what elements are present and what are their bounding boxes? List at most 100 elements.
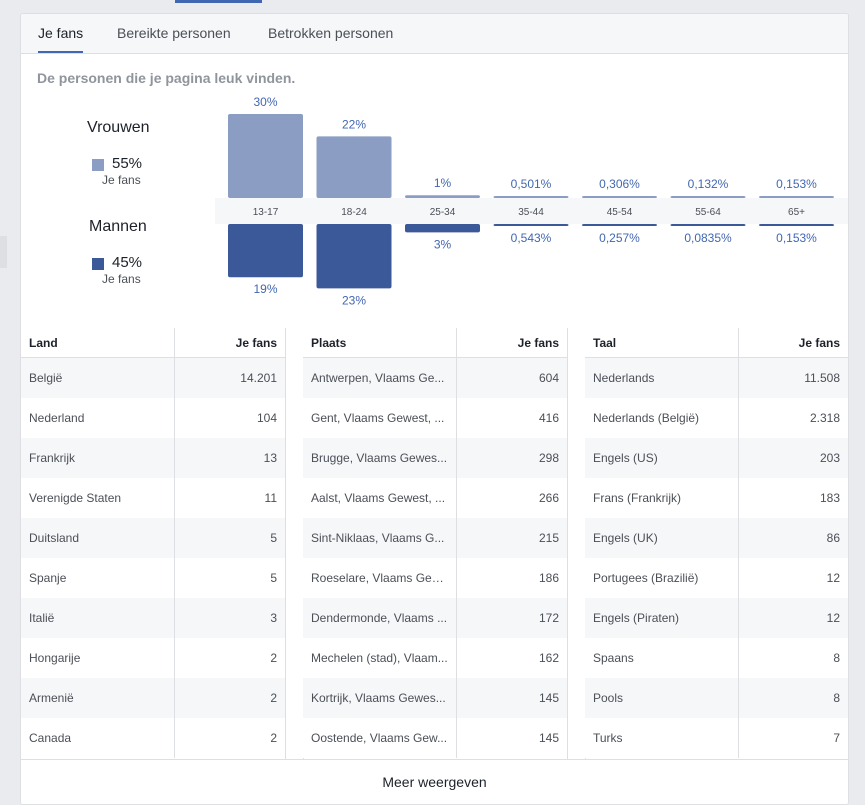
row-name: Dendermonde, Vlaams ... [303,598,457,638]
country-table: Land Je fans België 14.201 Nederland 104 Fra… [21,328,285,758]
bar-women-25-34[interactable] [405,195,480,198]
label-women-18-24: 22% [342,117,366,131]
row-fans-count: 2 [174,638,285,678]
bar-men-45-54[interactable] [582,224,657,226]
label-women-45-54: 0,306% [599,177,640,191]
bar-men-13-17[interactable] [228,224,303,278]
row-name: Nederlands (België) [593,411,700,425]
row-fans-count: 3 [174,598,285,638]
row-name: Gent, Vlaams Gewest, ... [311,411,445,425]
page-subtitle: De personen die je pagina leuk vinden. [37,70,296,86]
audience-card: Je fans Bereikte personen Betrokken pers… [20,13,849,805]
row-name: Spanje [29,571,67,585]
row-name: Armenië [21,678,175,718]
age-label-25-34: 25-34 [430,207,456,218]
table-row: Kortrijk, Vlaams Gewes... 145 [303,678,567,718]
table-row: Oostende, Vlaams Gew... 145 [303,718,567,758]
row-fans-count: 2 [174,678,285,718]
active-nav-indicator [175,0,262,3]
sidebar-edge [0,236,7,268]
row-name: Frankrijk [21,438,175,478]
row-name: Duitsland [21,518,175,558]
bar-women-13-17[interactable] [228,114,303,198]
legend-men-swatch [92,258,104,270]
legend-men-title: Mannen [89,218,147,235]
age-label-13-17: 13-17 [253,207,279,218]
row-name: Verenigde Staten [29,491,122,505]
row-fans-count: 7 [738,718,848,758]
table-row: Roeselare, Vlaams Gew... 186 [303,558,567,598]
bar-men-55-64[interactable] [670,224,746,226]
tab-bereikte-personen[interactable]: Bereikte personen [117,25,231,41]
row-name: Antwerpen, Vlaams Ge... [303,357,457,398]
bar-men-25-34[interactable] [405,224,480,233]
bar-women-35-44[interactable] [493,196,569,198]
row-name: Kortrijk, Vlaams Gewes... [303,678,457,718]
row-fans-count: 183 [738,478,848,518]
row-fans-count: 162 [456,638,567,678]
tab-je-fans[interactable]: Je fans [38,14,84,53]
row-name: Engels (UK) [585,518,739,558]
row-name: Pools [585,678,739,718]
row-name: Spaans [593,651,634,665]
table-row: Nederlands 11.508 [585,357,848,398]
bar-women-65+[interactable] [759,196,834,198]
city-header[interactable]: Plaats [303,328,457,358]
row-name: Portugees (Brazilië) [593,571,699,585]
table-row: Spaans 8 [585,638,848,678]
table-row: Spanje 5 [21,558,285,598]
language-header[interactable]: Taal [585,328,739,358]
table-row: Sint-Niklaas, Vlaams G... 215 [303,518,567,558]
city-fans-header[interactable]: Je fans [456,328,567,358]
country-fans-header[interactable]: Je fans [174,328,285,358]
age-label-35-44: 35-44 [518,207,544,218]
table-row: Gent, Vlaams Gewest, ... 416 [303,398,567,438]
bar-women-45-54[interactable] [582,196,657,198]
row-name: Oostende, Vlaams Gew... [311,731,448,745]
legend-men-sub: Je fans [102,272,141,286]
row-fans-count: 145 [456,718,567,758]
table-row: Armenië 2 [21,678,285,718]
table-row: Italië 3 [21,598,285,638]
row-fans-count: 416 [456,398,567,438]
legend-women-swatch [92,159,104,171]
row-fans-count: 86 [738,518,848,558]
row-fans-count: 172 [456,598,567,638]
bar-women-55-64[interactable] [670,196,746,198]
label-men-65+: 0,153% [776,231,817,245]
row-fans-count: 203 [738,438,848,478]
row-name: Mechelen (stad), Vlaam... [311,651,448,665]
bar-women-18-24[interactable] [316,136,392,198]
age-band [215,198,848,224]
label-women-13-17: 30% [253,95,277,109]
row-name: Engels (Piraten) [585,598,739,638]
table-row: Portugees (Brazilië) 12 [585,558,848,598]
table-row: Brugge, Vlaams Gewes... 298 [303,438,567,478]
row-fans-count: 215 [456,518,567,558]
bar-men-18-24[interactable] [316,224,392,289]
row-fans-count: 12 [738,598,848,638]
row-fans-count: 2.318 [738,398,848,438]
show-more-button[interactable]: Meer weergeven [21,759,848,804]
label-men-45-54: 0,257% [599,231,640,245]
age-label-45-54: 45-54 [607,207,633,218]
label-women-35-44: 0,501% [511,177,552,191]
bar-men-35-44[interactable] [493,224,569,226]
table-row: Mechelen (stad), Vlaam... 162 [303,638,567,678]
row-fans-count: 8 [738,678,848,718]
table-row: Nederlands (België) 2.318 [585,398,848,438]
row-fans-count: 186 [456,558,567,598]
table-row: Verenigde Staten 11 [21,478,285,518]
bar-men-65+[interactable] [759,224,834,226]
row-fans-count: 8 [738,638,848,678]
legend-men-pct: 45% [112,254,143,271]
row-fans-count: 5 [174,558,285,598]
label-men-18-24: 23% [342,293,366,307]
language-fans-header[interactable]: Je fans [738,328,848,358]
row-name: Roeselare, Vlaams Gew... [311,571,450,585]
tab-betrokken-personen[interactable]: Betrokken personen [268,25,394,41]
table-row: Dendermonde, Vlaams ... 172 [303,598,567,638]
table-row: Hongarije 2 [21,638,285,678]
row-fans-count: 14.201 [174,357,285,398]
country-header[interactable]: Land [21,328,175,358]
